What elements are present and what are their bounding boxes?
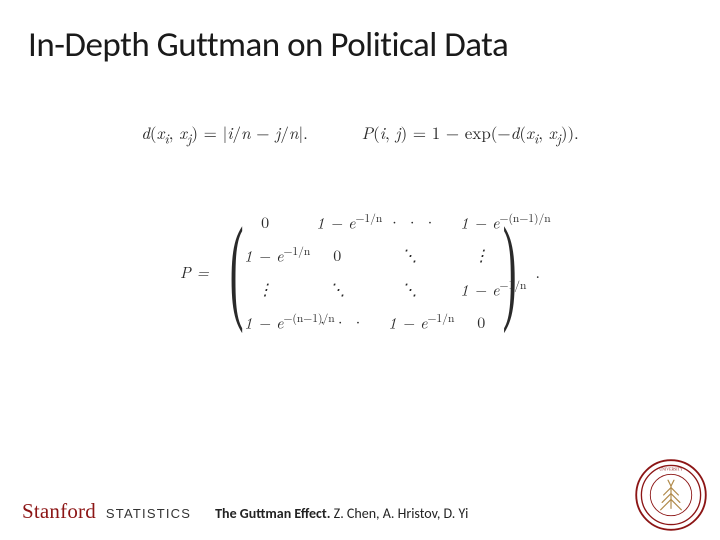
matrix-lhs: P = <box>180 260 209 283</box>
matrix-cell: 1 − e−1/n <box>460 277 502 300</box>
matrix-cell: 0 <box>244 210 286 233</box>
credit-line: The Guttman Effect. Z. Chen, A. Hristov,… <box>215 505 468 522</box>
left-paren-icon: ( <box>230 221 244 318</box>
matrix-cell: 0 <box>316 243 358 266</box>
slide-title: In-Depth Guttman on Political Data <box>28 24 692 66</box>
matrix-cell: 1 − e−(n−1)/n <box>244 310 286 333</box>
credit-title: The Guttman Effect. <box>215 505 330 522</box>
matrix-cell: ⋮ <box>460 250 502 260</box>
credit-authors: Z. Chen, A. Hristov, D. Yi <box>331 505 469 522</box>
matrix-cell: ⋱ <box>388 243 430 266</box>
svg-text:· UNIVERSITY ·: · UNIVERSITY · <box>657 468 685 472</box>
matrix-cell: 1 − e−(n−1)/n <box>460 210 502 233</box>
right-paren-icon: ) <box>503 221 517 318</box>
matrix-cell: ⋮ <box>244 284 286 294</box>
stanford-seal-icon: · UNIVERSITY · <box>634 458 708 532</box>
footer: Stanford STATISTICS The Guttman Effect. … <box>22 499 628 524</box>
matrix-cell: ⋱ <box>316 277 358 300</box>
department-label: STATISTICS <box>106 506 191 521</box>
matrix-cell: 1 − e−1/n <box>316 210 358 233</box>
equations-row: d(xi, xj) = |i/n − j/n|. P(i, j) = 1 − e… <box>0 120 720 148</box>
matrix-cell: 1 − e−1/n <box>388 310 430 333</box>
matrix-cell: 1 − e−1/n <box>244 243 286 266</box>
probability-equation: P(i, j) = 1 − exp(−d(xi, xj)). <box>362 120 579 148</box>
matrix-grid: 0 1 − e−1/n · · · 1 − e−(n−1)/n 1 − e−1/… <box>244 210 502 333</box>
matrix-cell: 0 <box>460 310 502 333</box>
stanford-wordmark: Stanford <box>22 499 96 524</box>
matrix-cell: · · · <box>388 210 430 233</box>
distance-equation: d(xi, xj) = |i/n − j/n|. <box>141 120 308 148</box>
matrix-cell: · · · <box>316 310 358 333</box>
matrix-suffix: . <box>536 260 540 283</box>
probability-matrix: P = ( 0 1 − e−1/n · · · 1 − e−(n−1)/n 1 … <box>180 210 540 333</box>
matrix-cell: ⋱ <box>388 277 430 300</box>
